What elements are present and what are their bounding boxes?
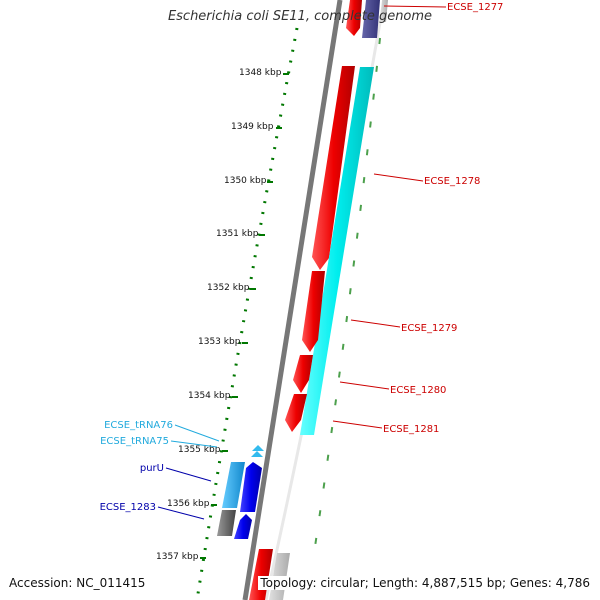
label-ecse-trna75[interactable]: ECSE_tRNA75 [100,436,169,447]
tick-label: 1349 kbp [231,122,274,132]
tick-label: 1353 kbp [198,337,241,347]
label-ecse-1280[interactable]: ECSE_1280 [390,385,446,396]
label-ecse-1278[interactable]: ECSE_1278 [424,176,480,187]
gene-top-purple [362,0,380,38]
leader-lines [157,5,447,520]
label-ecse-1277[interactable]: ECSE_1277 [447,2,503,13]
accession-text: Accession: NC_011415 [7,576,148,590]
gene-ecse-1277[interactable] [346,0,362,36]
label-puru[interactable]: purU [140,463,164,474]
backbone [242,0,343,600]
outer-tick-ring [312,37,381,561]
leader-puru [165,467,212,482]
leader-ecse-1279 [350,319,401,328]
tick-label: 1351 kbp [216,229,259,239]
label-ecse-1281[interactable]: ECSE_1281 [383,424,439,435]
map-title: Escherichia coli SE11, complete genome [167,9,433,24]
leader-ecse-1283 [157,506,205,520]
leader-ecse-trna75 [170,440,218,448]
tick-label: 1348 kbp [239,68,282,78]
gene-ecse-1281[interactable] [285,394,307,432]
gene-ecse-1280[interactable] [293,355,313,393]
tick-label: 1355 kbp [178,445,221,455]
leader-ecse-trna76 [174,424,220,442]
tick-label: 1357 kbp [156,552,199,562]
label-ecse-trna76[interactable]: ECSE_tRNA76 [104,420,173,431]
gene-cyan-track [300,67,374,435]
tick-label: 1350 kbp [224,176,267,186]
leader-ecse-1281 [332,420,383,429]
tick-label: 1354 kbp [188,391,231,401]
gene-puru[interactable] [240,462,262,512]
gene-features [217,0,388,600]
gene-ecse-trna75[interactable] [251,451,263,457]
tick-ring [195,27,299,600]
label-ecse-1283[interactable]: ECSE_1283 [100,502,156,513]
genome-summary: Topology: circular; Length: 4,887,515 bp… [258,576,592,590]
gene-ecse-trna76[interactable] [252,445,264,451]
tick-label: 1352 kbp [207,283,250,293]
gene-top-light [380,0,388,22]
tick-label: 1356 kbp [167,499,210,509]
label-ecse-1279[interactable]: ECSE_1279 [401,323,457,334]
feature-labels: ECSE_1277 ECSE_1278 ECSE_1279 ECSE_1280 … [100,2,504,513]
gene-light-blue [222,462,245,508]
leader-ecse-1277 [383,5,447,8]
gene-ecse-1283[interactable] [217,510,236,536]
leader-ecse-1278 [373,173,424,182]
gene-blue-lower [234,514,252,539]
gene-ecse-1278[interactable] [312,66,355,270]
gene-ecse-1279[interactable] [302,271,325,352]
leader-ecse-1280 [339,381,390,390]
kbp-ticks: 1348 kbp 1349 kbp 1350 kbp 1351 kbp 1352… [156,68,289,562]
